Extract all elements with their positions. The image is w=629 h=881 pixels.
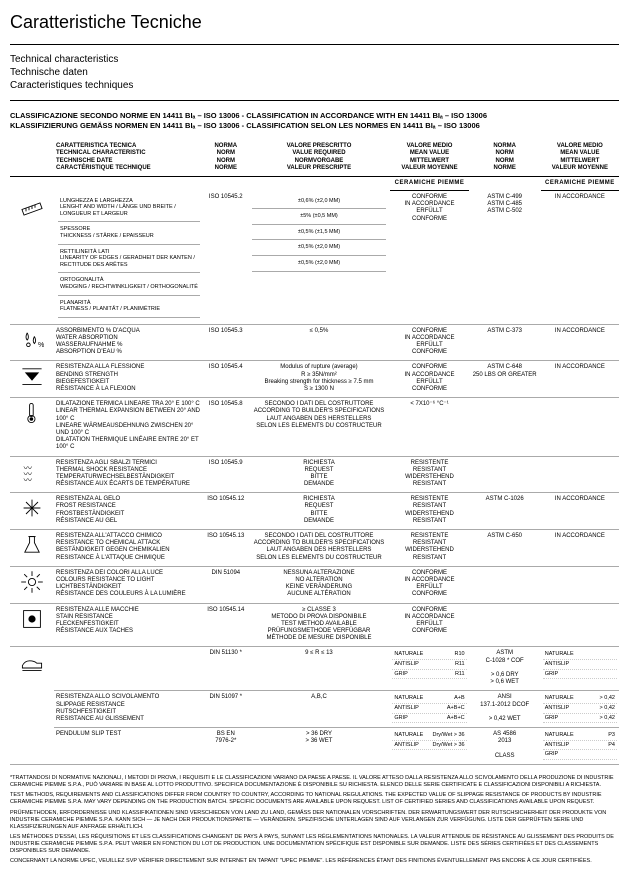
th-desc: CARATTERISTICA TECNICA TECHNICAL CHARACT… (54, 140, 204, 177)
sun-icon (10, 566, 54, 603)
page-title: Caratteristiche Tecniche (10, 12, 619, 34)
footnotes: *TRATTANDOSI DI NORMATIVE NAZIONALI, I M… (10, 775, 619, 866)
svg-text:〰: 〰 (24, 474, 33, 483)
waves-icon: 〰〰〰 (10, 456, 54, 493)
specs-table: CARATTERISTICA TECNICA TECHNICAL CHARACT… (10, 140, 619, 765)
th-val: VALORE PRESCRITTO VALUE REQUIRED NORMVOR… (248, 140, 391, 177)
subtitle-block: Technical characteristicsTechnische date… (10, 53, 619, 92)
flask-icon (10, 530, 54, 567)
thermo-icon (10, 398, 54, 456)
brand-label-1: CERAMICHE PIEMME (390, 176, 468, 191)
classification-lines: CLASSIFICAZIONE SECONDO NORME EN 14411 B… (10, 111, 619, 132)
drops-icon: % (10, 324, 54, 361)
th-mean2: VALORE MEDIO MEAN VALUE MITTELWERT VALEU… (541, 140, 619, 177)
th-mean: VALORE MEDIO MEAN VALUE MITTELWERT VALEU… (390, 140, 468, 177)
th-norm: NORMA NORM NORM NORME (204, 140, 248, 177)
shoe-icon (10, 647, 54, 765)
stain-icon (10, 603, 54, 647)
flex-icon (10, 361, 54, 398)
th-norm2: NORMA NORM NORM NORME (469, 140, 541, 177)
brand-label-2: CERAMICHE PIEMME (541, 176, 619, 191)
ruler-icon (10, 191, 54, 325)
th-icon (10, 140, 54, 177)
snow-icon (10, 493, 54, 530)
svg-text:%: % (38, 340, 44, 349)
